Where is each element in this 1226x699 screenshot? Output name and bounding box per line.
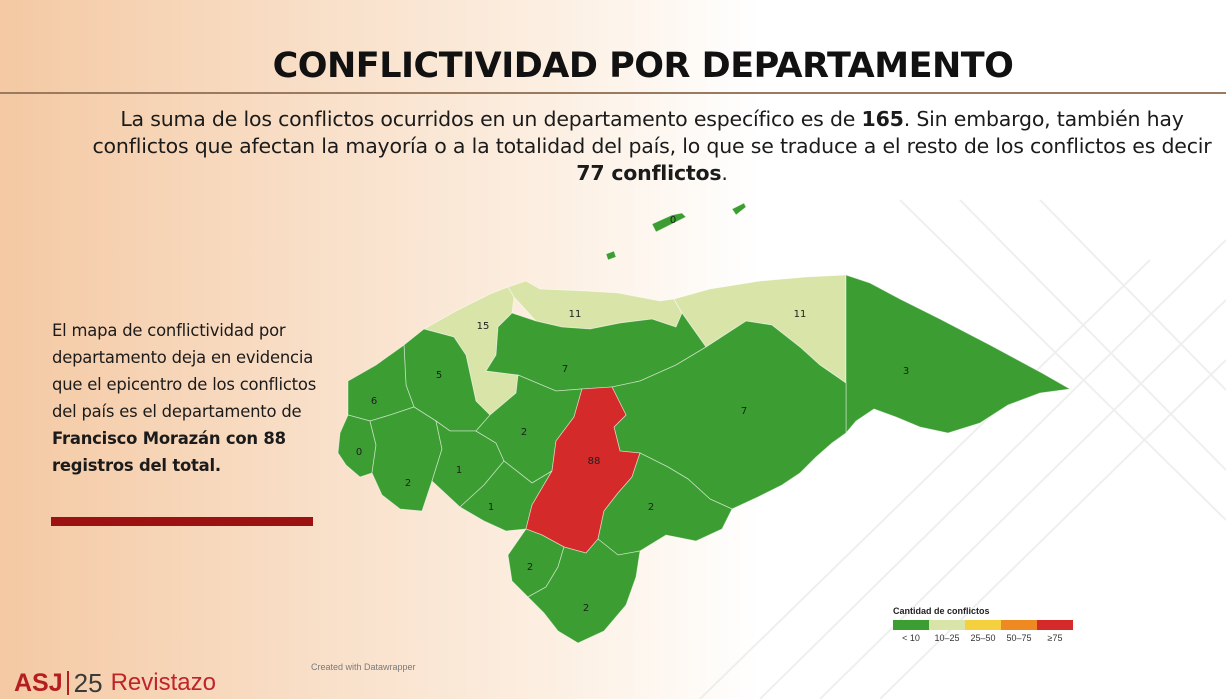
logo-asj: ASJ: [14, 669, 63, 697]
dept-el-paraiso[interactable]: [597, 452, 733, 556]
label-choluteca: 2: [583, 603, 589, 614]
intro-text-3: .: [721, 161, 728, 185]
legend-swatch: [1037, 620, 1073, 630]
dept-gracias-a-dios[interactable]: [845, 274, 1072, 435]
intro-paragraph: La suma de los conflictos ocurridos en u…: [78, 106, 1226, 187]
label-olancho: 7: [741, 406, 747, 417]
intro-text-1: La suma de los conflictos ocurridos en u…: [120, 107, 862, 131]
legend-item: 25–50: [965, 620, 1001, 643]
label-santa-barbara: 5: [436, 370, 442, 381]
logo-revistazo: Revistazo: [110, 669, 216, 696]
map-legend: Cantidad de conflictos < 10 10–25 25–50 …: [893, 606, 1073, 643]
intro-text-2: . Sin embargo, también hay conflictos qu…: [92, 107, 1212, 158]
legend-swatch: [965, 620, 1001, 630]
label-francisco-morazan: 88: [588, 456, 601, 467]
label-lempira: 2: [405, 478, 411, 489]
label-atlantida: 11: [569, 309, 582, 320]
asj-revistazo-logo: ASJ 25 Revistazo: [14, 668, 216, 698]
dept-ocotepeque[interactable]: [337, 414, 377, 478]
logo-divider: [66, 671, 69, 695]
logo-anniversary: 25: [73, 668, 103, 698]
accent-bar: [51, 517, 313, 526]
label-copan: 6: [371, 396, 377, 407]
dept-copan[interactable]: [347, 344, 415, 422]
sidebar-text: El mapa de conflictividad por departamen…: [52, 321, 317, 421]
legend-label: ≥75: [1047, 633, 1063, 643]
label-yoro: 7: [562, 364, 568, 375]
legend-item: 10–25: [929, 620, 965, 643]
legend-swatch: [893, 620, 929, 630]
label-islas-de-la-bahia: 0: [670, 215, 676, 226]
sidebar-highlight: Francisco Morazán con 88 registros del t…: [52, 429, 286, 475]
sidebar-paragraph: El mapa de conflictividad por departamen…: [52, 317, 327, 479]
legend-title: Cantidad de conflictos: [893, 606, 990, 616]
legend-label: < 10: [902, 633, 920, 643]
legend-label: 25–50: [970, 633, 996, 643]
label-comayagua: 2: [521, 427, 527, 438]
legend-item: 50–75: [1001, 620, 1037, 643]
dept-choluteca[interactable]: [527, 538, 641, 644]
intro-total-specific: 165: [861, 107, 904, 131]
label-intibuca: 1: [456, 465, 462, 476]
legend-swatch: [1001, 620, 1037, 630]
label-el-paraiso: 2: [648, 502, 654, 513]
legend-item: < 10: [893, 620, 929, 643]
dept-islas-de-la-bahia[interactable]: [605, 202, 747, 261]
legend-label: 50–75: [1006, 633, 1032, 643]
dept-lempira[interactable]: [369, 406, 443, 512]
intro-rest-conflicts: 77 conflictos: [576, 161, 722, 185]
label-la-paz: 1: [488, 502, 494, 513]
legend-swatch: [929, 620, 965, 630]
label-cortes: 15: [477, 321, 490, 332]
legend-label: 10–25: [934, 633, 960, 643]
label-valle: 2: [527, 562, 533, 573]
legend-item: ≥75: [1037, 620, 1073, 643]
title-divider: [0, 92, 1226, 94]
label-gracias-a-dios: 3: [903, 366, 909, 377]
label-colon: 11: [794, 309, 807, 320]
page-title: CONFLICTIVIDAD POR DEPARTAMENTO: [272, 46, 1014, 86]
honduras-map: 0 15 11 11 3 5 6 7 7 0 2 1 2 1 88 2 2 2: [337, 202, 1072, 644]
label-ocotepeque: 0: [356, 447, 362, 458]
datawrapper-credit: Created with Datawrapper: [311, 662, 416, 672]
